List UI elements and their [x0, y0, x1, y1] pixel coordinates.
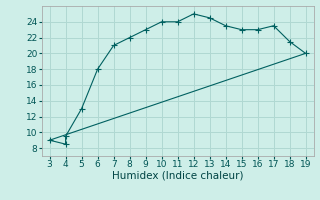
X-axis label: Humidex (Indice chaleur): Humidex (Indice chaleur)	[112, 171, 243, 181]
